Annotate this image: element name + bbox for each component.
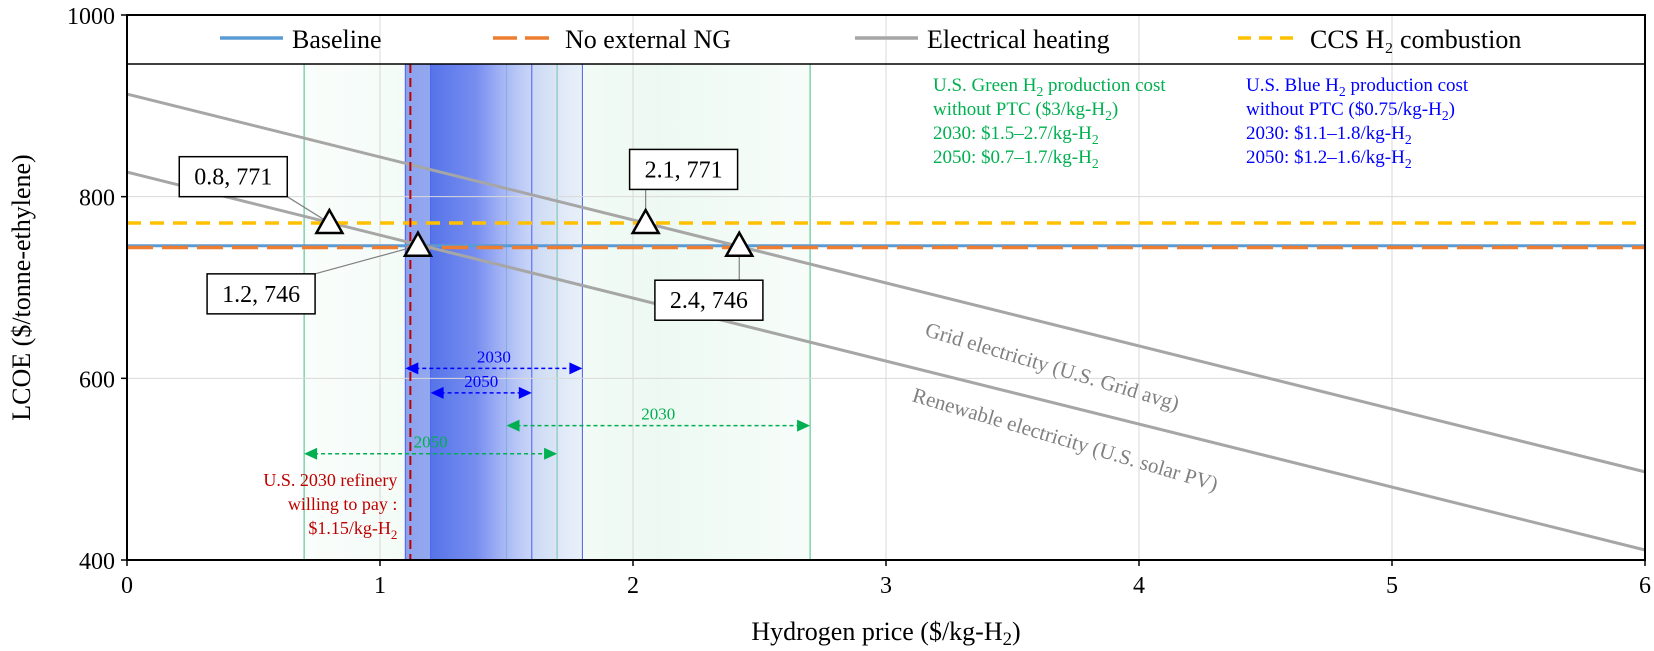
range-arrow-head-right-1 [518,386,532,399]
green-note-line-1-sub: 2 [1105,108,1112,123]
blue-note-line-1-tail: ) [1449,99,1455,120]
x-axis-title-sub: 2 [1003,629,1012,650]
range-arrow-head-right-3 [544,447,558,460]
marker-leader-1 [314,245,419,275]
blue-note-line-2-main: 2030: $1.1–1.8/kg-H [1246,123,1405,144]
x-tick-label: 2 [627,573,639,599]
range-arrow-head-left-2 [506,419,520,432]
range-arrow-head-left-3 [304,447,318,460]
marker-triangle-2 [630,207,661,235]
shaded-ranges [303,64,811,560]
marker-callout-box-2 [628,148,739,191]
y-axis-title: LCOE ($/tonne-ethylene) [7,154,36,420]
x-tick-label: 6 [1639,573,1651,599]
blue-note-line-0-tail: production cost [1346,75,1469,96]
blue-note-line-1-main: without PTC ($0.75/kg-H [1246,99,1442,120]
series-lines [126,92,1646,552]
marker-callout-box-0 [178,155,289,198]
blue-note-line-3-main: 2050: $1.2–1.6/kg-H [1246,147,1405,168]
refinery-label-line: $1.15/kg-H2 [308,518,397,542]
x-tick-label: 4 [1133,573,1145,599]
green-note-line-2-main: 2030: $1.5–2.7/kg-H [933,123,1092,144]
blue-note-line-3-sub: 2 [1405,156,1412,171]
green-note-line-2-sub: 2 [1092,132,1099,147]
y-tick-label: 1000 [67,4,115,30]
range-arrow-head-left-1 [430,386,444,399]
blue-note-line-0-sub: 2 [1339,84,1346,99]
range-arrow-label-3: 2050 [414,433,448,452]
refinery-label-line-sub: 2 [391,527,397,542]
shaded-range-blue-2050 [430,64,532,560]
legend-label-3: CCS H₂ combustion [1310,25,1521,54]
green-note-line-1-main: without PTC ($3/kg-H [933,99,1105,120]
legend-label-2: Electrical heating [927,25,1110,54]
x-tick-label: 3 [880,573,892,599]
green-note-line-1-tail: ) [1112,99,1118,120]
x-tick-label: 0 [121,573,133,599]
range-arrow-label-0: 2030 [477,347,511,366]
refinery-label-line: willing to pay : [288,494,398,514]
range-arrow-head-right-0 [569,362,583,375]
legend-label-0: Baseline [292,25,382,54]
series-line-2 [126,92,1646,474]
blue-note-line-3: 2050: $1.2–1.6/kg-H2 [1246,147,1412,171]
x-tick-label: 5 [1386,573,1398,599]
refinery-label-line-main: willing to pay : [288,494,398,514]
green-note-line-3: 2050: $0.7–1.7/kg-H2 [933,147,1099,171]
refinery-label-line-main: U.S. 2030 refinery [263,470,397,490]
marker-callout-label-0: 0.8, 771 [194,165,272,191]
marker-leader-0 [286,196,330,224]
marker-callout-box-3 [654,279,764,321]
x-axis-title-main: Hydrogen price ($/kg-H [751,617,1002,646]
x-axis-title-tail: ) [1012,617,1021,646]
range-arrow-label-2: 2030 [641,405,675,424]
axes: 0 1 2 3 4 5 6 400 600 800 1000 Hydrogen price ($/kg… [7,4,1651,650]
blue-note-line-0-main: U.S. Blue H [1246,75,1339,96]
range-arrow-head-left-0 [405,362,419,375]
green-note-line-1: without PTC ($3/kg-H2) [933,99,1118,123]
blue-note-line-2: 2030: $1.1–1.8/kg-H2 [1246,123,1412,147]
green-note-line-2: 2030: $1.5–2.7/kg-H2 [933,123,1099,147]
refinery-label-line-main: $1.15/kg-H [308,518,391,538]
marker-callout-box-1 [206,273,316,315]
marker-triangle-3 [724,230,755,257]
marker-triangle-1 [402,230,434,257]
gridlines [127,15,1645,560]
marker-triangle-0 [314,207,345,235]
y-tick-label: 400 [79,549,115,575]
legend-label-1: No external NG [565,25,731,54]
blue-note-line-2-sub: 2 [1405,132,1412,147]
blue-note-line-1: without PTC ($0.75/kg-H2) [1246,99,1455,123]
green-note-line-0-main: U.S. Green H [933,75,1037,96]
blue-note-line-0: U.S. Blue H2 production cost [1246,75,1469,99]
range-arrow-head-right-2 [797,419,811,432]
marker-callout-label-1: 1.2, 746 [222,282,300,308]
green-note-line-0-tail: production cost [1043,75,1166,96]
marker-callout-label-3: 2.4, 746 [670,288,748,314]
green-note-line-3-sub: 2 [1092,156,1099,171]
x-axis-title: Hydrogen price ($/kg-H2) [751,617,1020,650]
green-note-line-0: U.S. Green H2 production cost [933,75,1166,99]
marker-callout-label-2: 2.1, 771 [645,157,723,183]
green-note-line-3-main: 2050: $0.7–1.7/kg-H [933,147,1092,168]
legend: Baseline No external NG Electrical heating… [127,25,1645,65]
blue-note-line-1-sub: 2 [1442,108,1449,123]
series-line-3 [126,170,1646,552]
green-note-line-0-sub: 2 [1036,84,1043,99]
y-tick-label: 600 [79,367,115,393]
range-arrow-label-1: 2050 [464,372,498,391]
refinery-label-line: U.S. 2030 refinery [263,470,397,490]
y-tick-label: 800 [79,186,115,212]
x-tick-label: 1 [374,573,386,599]
